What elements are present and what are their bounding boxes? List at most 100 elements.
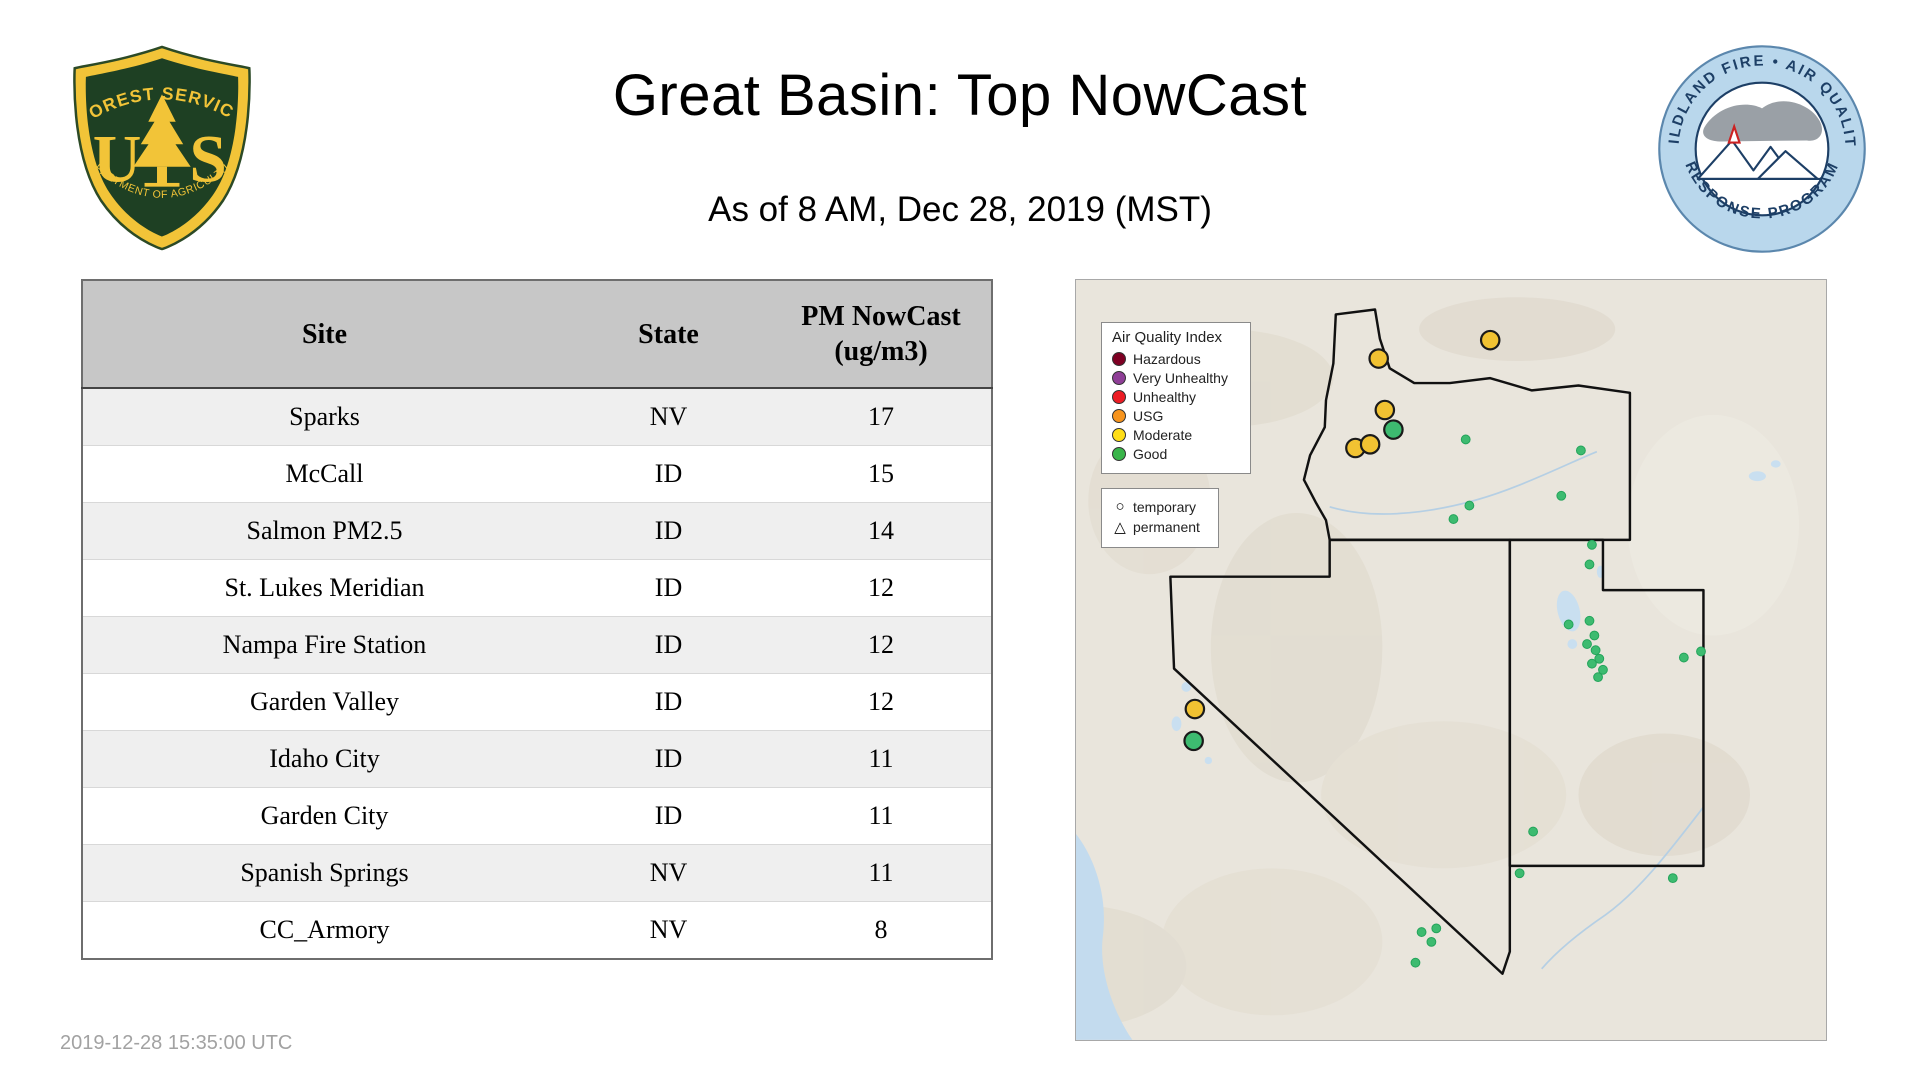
usfs-shield-icon: FOREST SERVICE DEPARTMENT OF AGRICULTURE…	[56, 26, 251, 251]
table-row: Salmon PM2.5 ID 14	[82, 502, 992, 560]
site-cell: Garden City	[82, 787, 566, 845]
aqi-legend-items: Hazardous Very Unhealthy Unhealthy USG Moder…	[1112, 351, 1240, 462]
table-row: Idaho City ID 11	[82, 730, 992, 788]
site-cell: Garden Valley	[82, 673, 566, 731]
table-row: Nampa Fire Station ID 12	[82, 616, 992, 674]
table-row: Sparks NV 17	[82, 388, 992, 446]
nowcast-value-cell: 14	[771, 502, 992, 560]
aqi-legend-label: Good	[1133, 446, 1168, 462]
aqi-color-dot	[1112, 352, 1126, 366]
good_small-station-marker	[1587, 539, 1597, 550]
site-cell: Idaho City	[82, 730, 566, 788]
good_small-station-marker	[1410, 957, 1421, 968]
nowcast-value-cell: 15	[771, 445, 992, 503]
aqi-legend-item: Good	[1112, 446, 1240, 462]
lake-northeast	[1748, 471, 1766, 482]
station-type-item: △ permanent	[1112, 518, 1208, 536]
moderate-station-marker	[1374, 399, 1396, 421]
state-cell: NV	[566, 901, 771, 960]
good_small-station-marker	[1460, 434, 1471, 445]
aqi-legend-item: Very Unhealthy	[1112, 370, 1240, 386]
moderate-station-marker	[1479, 329, 1501, 351]
good_small-station-marker	[1556, 490, 1567, 501]
good_small-station-marker	[1587, 658, 1597, 669]
good_small-station-marker	[1598, 664, 1608, 675]
good-station-marker	[1183, 730, 1204, 752]
good_small-station-marker	[1464, 500, 1475, 511]
column-header-pm-nowcast: PM NowCast (ug/m3)	[771, 280, 992, 389]
good_small-station-marker	[1431, 923, 1442, 934]
good_small-station-marker	[1575, 445, 1586, 456]
nowcast-value-cell: 12	[771, 673, 992, 731]
lake-northeast-2	[1770, 460, 1781, 468]
moderate-station-marker	[1368, 348, 1389, 369]
utah-boundary	[1508, 538, 1705, 868]
aqi-legend-title: Air Quality Index	[1112, 329, 1223, 346]
utah-lake	[1567, 639, 1578, 649]
nowcast-value-cell: 12	[771, 559, 992, 617]
airq-program-badge: WILDLAND FIRE • AIR QUALITY RESPONSE PRO…	[1647, 29, 1869, 256]
badge-mountain-smoke-icon	[1696, 101, 1822, 181]
nowcast-table-body: Sparks NV 17 McCall ID 15 Salmon PM2.5 ID 14 St. …	[82, 388, 992, 960]
station-type-label: temporary	[1133, 498, 1197, 515]
station-type-item: ○ temporary	[1112, 498, 1208, 515]
lake-tahoe	[1171, 716, 1182, 732]
good_small-station-marker	[1589, 630, 1600, 641]
pacific-ocean	[1076, 834, 1133, 1040]
aqi-color-dot	[1112, 428, 1126, 442]
aqi-color-dot	[1112, 390, 1126, 404]
aqi-color-dot	[1112, 371, 1126, 385]
table-row: Garden City ID 11	[82, 787, 992, 845]
usfs-pine-tree-icon	[133, 94, 191, 187]
aqi-legend-label: Hazardous	[1133, 351, 1201, 367]
good_small-station-marker	[1594, 653, 1605, 664]
state-cell: NV	[566, 844, 771, 902]
state-cell: ID	[566, 673, 771, 731]
aqi-legend-item: Hazardous	[1112, 351, 1240, 367]
aqi-legend-label: USG	[1133, 408, 1164, 424]
pyramid-lake	[1181, 682, 1192, 692]
site-cell: Nampa Fire Station	[82, 616, 566, 674]
good-station-marker	[1383, 419, 1404, 440]
page-title: Great Basin: Top NowCast	[612, 63, 1308, 128]
page-subtitle: As of 8 AM, Dec 28, 2019 (MST)	[708, 190, 1212, 229]
triangle-icon: △	[1114, 519, 1126, 536]
state-cell: ID	[566, 559, 771, 617]
station-type-legend: ○ temporary △ permanent	[1101, 488, 1219, 548]
usfs-letter-u: U	[93, 122, 142, 197]
good_small-station-marker	[1582, 639, 1592, 649]
good_small-station-marker	[1584, 559, 1595, 570]
usfs-letter-s: S	[189, 122, 226, 197]
nowcast-table: Site State PM NowCast (ug/m3) Sparks NV 17…	[81, 279, 993, 960]
good_small-station-marker	[1584, 615, 1595, 626]
great-salt-lake	[1556, 590, 1581, 632]
aqi-legend-label: Unhealthy	[1133, 389, 1197, 405]
state-cell: ID	[566, 502, 771, 560]
moderate-station-marker	[1359, 434, 1381, 455]
aqi-legend-label: Moderate	[1133, 427, 1193, 443]
nowcast-value-cell: 11	[771, 730, 992, 788]
state-cell: NV	[566, 388, 771, 446]
good_small-station-marker	[1678, 652, 1689, 663]
column-header-site: Site	[82, 280, 566, 389]
good_small-station-marker	[1667, 873, 1678, 884]
usfs-logo: FOREST SERVICE DEPARTMENT OF AGRICULTURE…	[56, 26, 262, 254]
good_small-station-marker	[1696, 646, 1706, 657]
circle-icon: ○	[1115, 498, 1125, 515]
state-cell: ID	[566, 445, 771, 503]
good_small-station-marker	[1593, 672, 1603, 683]
aqi-map: Air Quality Index Hazardous Very Unhealth…	[1075, 279, 1827, 1041]
good_small-station-marker	[1514, 868, 1525, 879]
nowcast-value-cell: 12	[771, 616, 992, 674]
table-row: Garden Valley ID 12	[82, 673, 992, 731]
aqi-legend-label: Very Unhealthy	[1133, 370, 1228, 386]
table-row: St. Lukes Meridian ID 12	[82, 559, 992, 617]
moderate-station-marker	[1184, 698, 1206, 720]
walker-lake	[1204, 756, 1213, 765]
state-cell: ID	[566, 787, 771, 845]
aqi-legend-item: Unhealthy	[1112, 389, 1240, 405]
marker-layer	[1183, 329, 1706, 968]
snake-river	[1329, 450, 1598, 515]
good_small-station-marker	[1563, 619, 1574, 630]
